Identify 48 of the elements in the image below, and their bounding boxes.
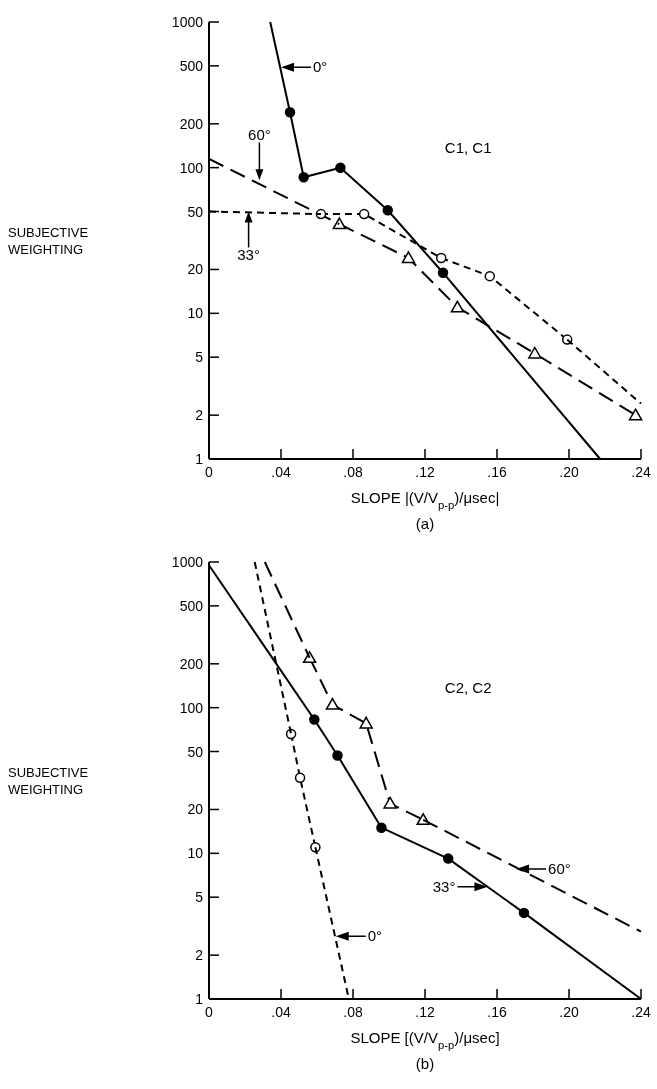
x-tick-label: .20 [559, 1004, 579, 1020]
x-tick-label: .16 [487, 464, 507, 480]
annotation: C1, C1 [444, 139, 492, 157]
y-axis-title: SUBJECTIVE WEIGHTING [8, 764, 89, 797]
y-tick-label: 1 [195, 451, 204, 467]
y-axis-title: SUBJECTIVE WEIGHTING [8, 224, 89, 257]
y-tick-label: 20 [187, 801, 204, 818]
annotation: 33° [237, 245, 260, 263]
annotation: C2, C2 [444, 679, 492, 697]
annotation: 33° [432, 877, 456, 895]
y-tick-label: 2 [195, 407, 204, 424]
annotation: 0° [367, 927, 383, 945]
x-tick-label: .08 [343, 1004, 363, 1020]
y-tick-label: 1000 [171, 14, 204, 30]
y-tick-label: 2 [195, 947, 204, 964]
annotation: 60° [248, 126, 271, 144]
annotation: 0° [313, 58, 328, 76]
y-tick-label: 500 [179, 57, 204, 74]
x-tick-label: .16 [487, 1004, 507, 1020]
y-tick-label: 1 [195, 991, 204, 1007]
y-tick-label: 500 [179, 597, 204, 614]
y-tick-label: 20 [187, 261, 204, 278]
x-tick-label: .12 [415, 1004, 435, 1020]
x-tick-label: .12 [415, 464, 435, 480]
x-axis-title: SLOPE |(V/V$_{p-p}$)/μsec| [350, 489, 500, 511]
text: (b) [415, 1055, 435, 1072]
y-tick-label: 10 [187, 845, 204, 862]
y-tick-label: 100 [179, 699, 204, 716]
y-tick-label: 200 [179, 655, 204, 672]
y-tick-label: 10 [187, 305, 204, 322]
x-axis-title: SLOPE [(V/V$_{p-p}$)/μsec] [350, 1029, 500, 1051]
y-tick-label: 5 [195, 349, 204, 366]
y-tick-label: 50 [187, 743, 204, 760]
x-tick-label: 0 [205, 464, 214, 480]
text: (a) [415, 515, 435, 532]
x-tick-label: .20 [559, 464, 579, 480]
y-tick-label: 1000 [171, 554, 204, 570]
x-tick-label: .24 [631, 464, 651, 480]
x-tick-label: 0 [205, 1004, 214, 1020]
annotation: 60° [548, 860, 571, 878]
y-tick-label: 50 [187, 203, 204, 220]
y-tick-label: 200 [179, 115, 204, 132]
x-tick-label: .24 [631, 1004, 651, 1020]
x-tick-label: .04 [271, 464, 291, 480]
y-tick-label: 5 [195, 889, 204, 906]
y-tick-label: 100 [179, 159, 204, 176]
x-tick-label: .04 [271, 1004, 291, 1020]
x-tick-label: .08 [343, 464, 363, 480]
